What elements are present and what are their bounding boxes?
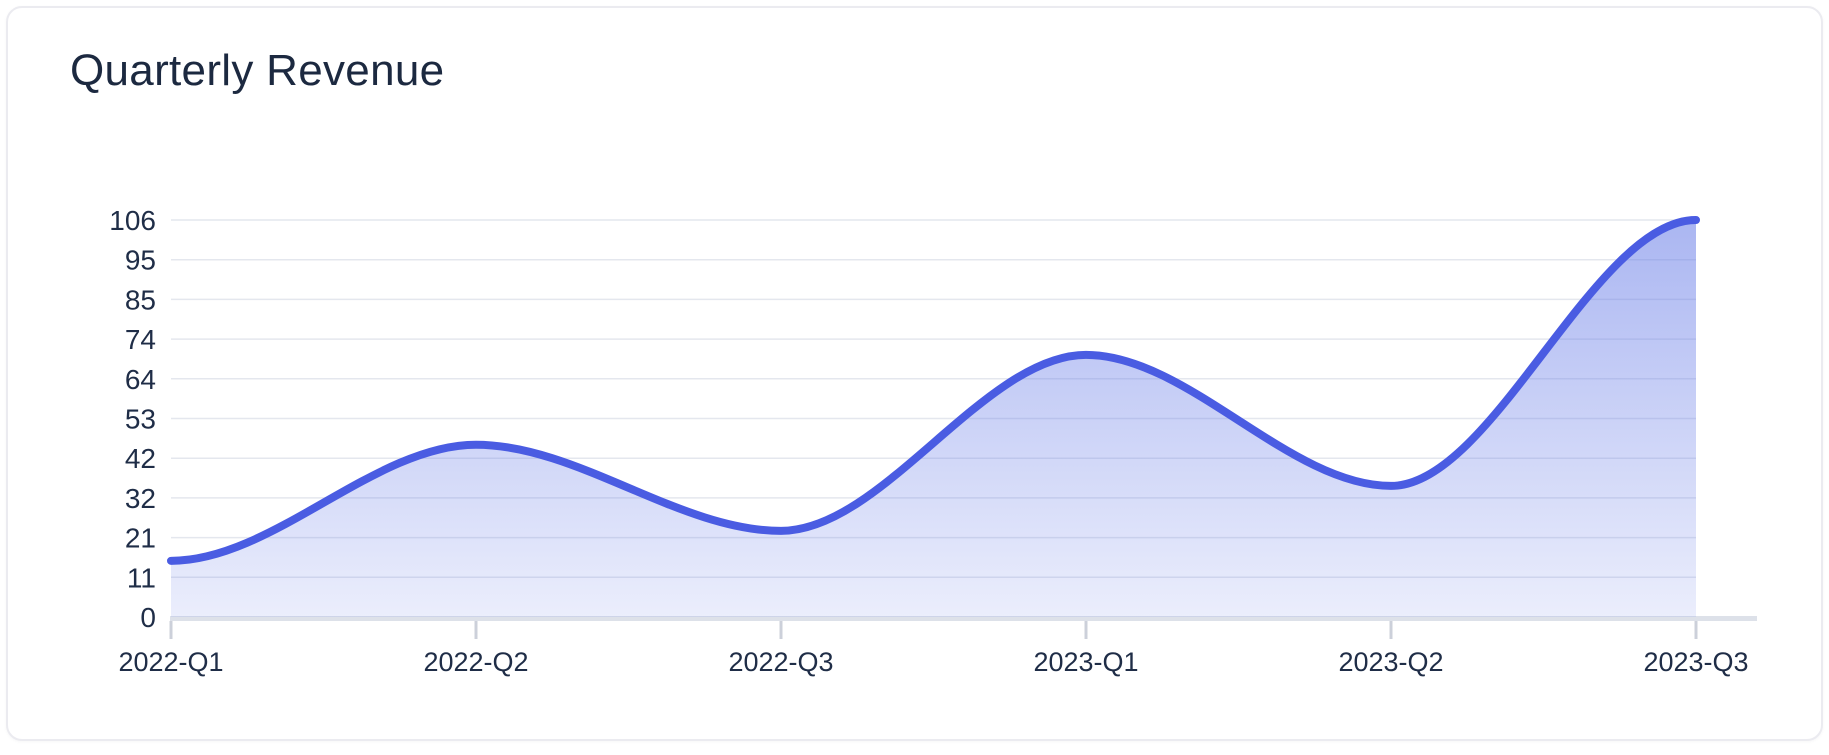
x-axis-label: 2022-Q1 [118,647,223,677]
y-axis-label: 32 [125,483,156,514]
y-axis-label: 11 [127,562,156,593]
x-axis-label: 2023-Q2 [1338,647,1443,677]
y-axis-label: 74 [125,324,156,355]
y-axis-label: 85 [125,284,156,315]
y-axis-label: 64 [125,364,156,395]
y-axis-label: 0 [140,602,156,633]
revenue-line [167,216,1700,565]
x-axis-label: 2023-Q1 [1033,647,1138,677]
revenue-area [171,220,1696,617]
y-axis-label: 53 [125,404,156,435]
x-axis-label: 2023-Q3 [1643,647,1748,677]
revenue-area-chart[interactable]: 0 11 21 32 42 53 64 74 85 95 106 2022-Q1 2022-Q2 2022… [8,8,1829,755]
chart-card: Quarterly Revenue 0 11 21 32 42 53 64 74 85 95 106… [6,6,1823,741]
y-axis-label: 95 [125,245,156,276]
y-axis-label: 21 [125,523,156,554]
y-axis-label: 42 [125,443,156,474]
chart-title: Quarterly Revenue [70,46,445,95]
x-axis-label: 2022-Q2 [423,647,528,677]
x-axis-label: 2022-Q3 [728,647,833,677]
y-axis-label: 106 [109,205,156,236]
